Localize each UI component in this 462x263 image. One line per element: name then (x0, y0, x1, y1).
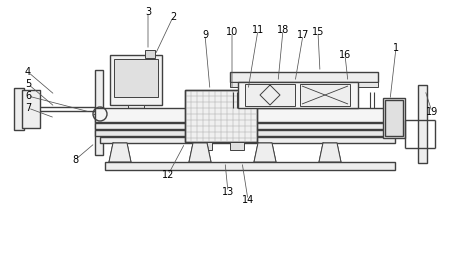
Text: 4: 4 (25, 67, 31, 77)
Bar (22, 90, 40, 128)
Text: 6: 6 (25, 91, 31, 101)
Text: 1: 1 (393, 43, 399, 53)
Polygon shape (319, 143, 341, 162)
Bar (185, 90, 257, 142)
Text: 10: 10 (226, 27, 238, 37)
Bar (245, 84, 295, 106)
Bar (95, 108, 400, 122)
Bar (118, 117, 154, 122)
Bar (383, 98, 405, 138)
Bar (238, 82, 358, 108)
Bar (300, 84, 350, 106)
Bar (95, 70, 103, 155)
Bar (230, 72, 378, 82)
Bar (14, 88, 24, 130)
Bar (128, 105, 144, 117)
Text: 14: 14 (242, 195, 254, 205)
Bar (230, 82, 378, 87)
Bar (418, 85, 427, 163)
Bar (109, 162, 131, 166)
Polygon shape (109, 143, 131, 162)
Polygon shape (189, 143, 211, 162)
Text: 13: 13 (222, 187, 234, 197)
Bar (189, 162, 211, 166)
Bar (110, 55, 162, 105)
Bar (254, 162, 276, 166)
Bar (185, 90, 257, 142)
Text: 16: 16 (339, 50, 351, 60)
Text: 7: 7 (25, 103, 31, 113)
Text: 3: 3 (145, 7, 151, 17)
Bar (385, 100, 403, 136)
Text: 9: 9 (202, 30, 208, 40)
Bar (114, 59, 158, 97)
Text: 2: 2 (170, 12, 176, 22)
Bar (145, 50, 155, 58)
Bar (198, 142, 212, 150)
Polygon shape (254, 143, 276, 162)
Bar (105, 162, 395, 170)
Bar (95, 130, 400, 136)
Text: 11: 11 (252, 25, 264, 35)
Bar (113, 110, 141, 118)
Text: 19: 19 (426, 107, 438, 117)
Bar (95, 123, 400, 129)
Text: 18: 18 (277, 25, 289, 35)
Text: 8: 8 (72, 155, 78, 165)
Text: 12: 12 (162, 170, 174, 180)
Text: 5: 5 (25, 79, 31, 89)
Bar (319, 162, 341, 166)
Text: 15: 15 (312, 27, 324, 37)
Text: 17: 17 (297, 30, 309, 40)
Bar (230, 142, 244, 150)
Bar (100, 137, 395, 143)
